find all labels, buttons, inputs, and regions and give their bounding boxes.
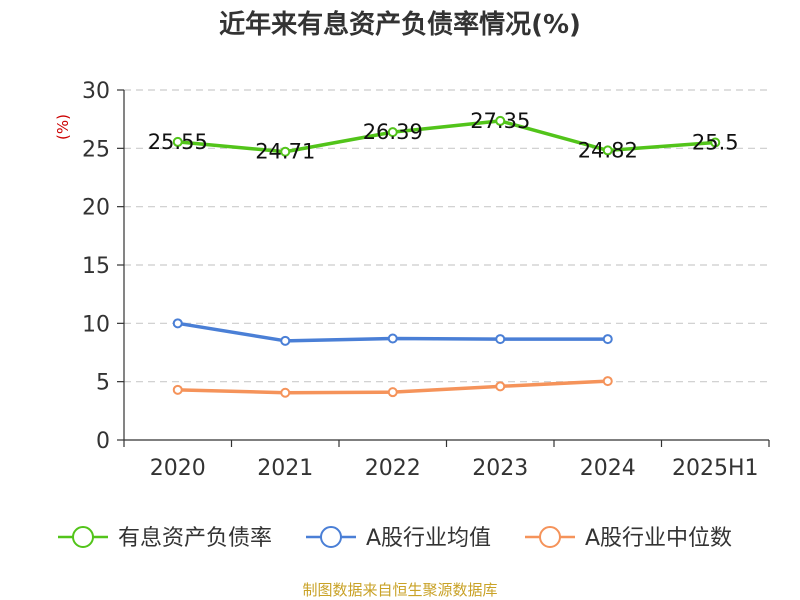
legend-item-0[interactable]: 有息资产负债率: [58, 526, 272, 551]
data-point[interactable]: [387, 387, 398, 398]
x-tick-label: 2022: [365, 456, 421, 481]
y-tick-label: 0: [96, 429, 110, 454]
legend-swatch-marker: [320, 526, 342, 548]
data-point[interactable]: [172, 318, 183, 329]
source-note: 制图数据来自恒生聚源数据库: [302, 581, 497, 599]
data-point[interactable]: [602, 145, 613, 156]
data-point[interactable]: [602, 334, 613, 345]
y-tick-label: 25: [82, 137, 110, 162]
x-tick-label: 2024: [580, 456, 636, 481]
data-point[interactable]: [387, 127, 398, 138]
data-point[interactable]: [172, 136, 183, 147]
chart-title: 近年来有息资产负债率情况(%): [219, 9, 581, 40]
y-tick-label: 30: [82, 79, 110, 104]
x-tick-label: 2021: [257, 456, 313, 481]
data-point[interactable]: [710, 137, 721, 148]
legend[interactable]: 有息资产负债率 A股行业均值 A股行业中位数: [58, 526, 732, 551]
data-label: 25.55: [148, 130, 208, 154]
y-tick-label: 5: [96, 371, 110, 396]
data-label: 25.5: [692, 131, 739, 155]
y-tick-label: 15: [82, 254, 110, 279]
y-tick-label: 20: [82, 196, 110, 221]
y-tick-label: 10: [82, 312, 110, 337]
legend-item-1[interactable]: A股行业均值: [306, 526, 491, 551]
data-point[interactable]: [280, 387, 291, 398]
y-axis-unit: (%): [54, 114, 72, 140]
legend-swatch-marker: [72, 526, 94, 548]
x-tick-label: 2023: [472, 456, 528, 481]
data-point[interactable]: [280, 146, 291, 157]
x-tick-label: 2025H1: [672, 456, 759, 481]
legend-item-2[interactable]: A股行业中位数: [525, 526, 732, 551]
data-point[interactable]: [387, 333, 398, 344]
legend-swatch-marker: [539, 526, 561, 548]
data-point[interactable]: [280, 335, 291, 346]
data-point[interactable]: [602, 376, 613, 387]
data-label: 26.39: [363, 120, 423, 144]
data-label: 24.82: [578, 138, 638, 162]
data-label: 24.71: [255, 140, 315, 164]
data-point[interactable]: [495, 334, 506, 345]
x-tick-label: 2020: [150, 456, 206, 481]
series-line-0: [176, 119, 717, 154]
axes: 0 5 10 15 20 25 30 2020 2021 2022 2023 2024 2025H1: [82, 79, 770, 481]
legend-label: A股行业中位数: [585, 526, 732, 551]
data-point[interactable]: [495, 381, 506, 392]
data-point[interactable]: [495, 115, 506, 126]
legend-label: A股行业均值: [366, 526, 491, 551]
series-layer: 25.55 24.71 26.39 27.35 24.82 25.5: [148, 109, 739, 398]
data-point[interactable]: [172, 384, 183, 395]
data-label: 27.35: [470, 109, 530, 133]
legend-label: 有息资产负债率: [118, 526, 272, 551]
